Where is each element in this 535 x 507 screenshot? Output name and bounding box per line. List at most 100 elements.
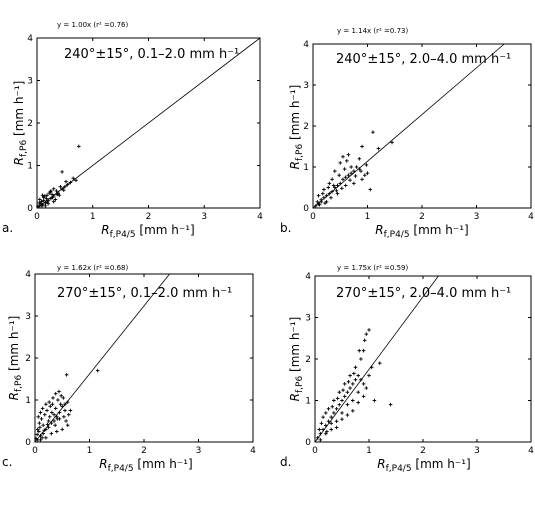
panel-label: a. [2, 221, 13, 235]
data-point [318, 431, 323, 436]
data-point [325, 429, 329, 434]
annotation: 270°±15°, 2.0–4.0 mm h⁻¹ [336, 286, 511, 301]
data-point [61, 188, 66, 192]
data-point [337, 402, 342, 407]
data-point [340, 398, 344, 403]
data-point [390, 140, 394, 145]
y-tick-label: 4 [305, 272, 311, 282]
fit-line [34, 273, 170, 443]
data-point [64, 373, 69, 377]
data-point [58, 402, 63, 406]
x-tick-label: 0 [312, 446, 318, 456]
data-point [52, 412, 56, 417]
data-point [340, 186, 344, 191]
data-point [36, 415, 41, 419]
data-point [361, 394, 366, 399]
y-tick-label: 2 [305, 355, 311, 365]
data-point [345, 390, 350, 394]
fit-equation: y = 1.00x (r² =0.76) [57, 21, 129, 29]
data-point [39, 417, 44, 421]
data-point [356, 390, 360, 394]
data-point [54, 189, 59, 193]
data-point [361, 382, 366, 386]
data-point [367, 373, 371, 378]
data-point [357, 167, 362, 171]
y-tick-label: 3 [303, 81, 309, 91]
data-point [55, 415, 59, 419]
x-tick-label: 3 [196, 446, 202, 456]
data-point [360, 144, 364, 149]
data-point [51, 199, 56, 204]
y-tick-label: 1 [305, 397, 311, 407]
panel-d: y = 1.75x (r² =0.59) 270°±15°, 2.0–4.0 m… [280, 264, 534, 474]
data-point [330, 177, 334, 182]
data-point [55, 417, 60, 421]
data-point [44, 196, 49, 201]
data-point [332, 398, 336, 403]
data-point [334, 419, 339, 424]
data-point [357, 348, 362, 353]
data-point [351, 409, 355, 413]
data-point [49, 431, 54, 436]
data-point [343, 175, 348, 180]
data-point [340, 417, 344, 421]
data-point [40, 204, 44, 208]
x-tick-label: 4 [250, 446, 256, 456]
x-tick-label: 3 [474, 212, 480, 222]
y-tick-label: 0 [305, 438, 311, 448]
data-point [323, 201, 327, 205]
y-axis-label: Rf,P6 [mm h⁻¹] [7, 316, 24, 401]
data-point [46, 425, 51, 430]
data-point [59, 394, 63, 398]
data-point [388, 402, 393, 407]
data-point [68, 408, 73, 413]
data-point [318, 438, 323, 442]
data-point [58, 184, 63, 189]
data-point [37, 197, 42, 202]
data-point [334, 425, 339, 430]
data-point [61, 396, 66, 400]
x-tick-label: 0 [32, 446, 38, 456]
fit-line [312, 43, 505, 209]
panel-label: d. [280, 455, 291, 469]
data-point [45, 193, 49, 198]
data-point [364, 163, 369, 167]
fit-equation: y = 1.14x (r² =0.73) [337, 27, 409, 35]
data-point [315, 200, 320, 204]
data-point [51, 396, 55, 400]
data-point [77, 144, 81, 149]
data-point [346, 173, 351, 177]
data-point [341, 177, 345, 182]
data-point [45, 422, 50, 427]
data-point [95, 368, 100, 373]
data-point [372, 398, 377, 403]
data-point [49, 421, 54, 425]
data-point [42, 428, 47, 433]
data-point [50, 410, 54, 415]
data-point [313, 204, 318, 208]
data-point [346, 380, 351, 384]
data-point [53, 391, 58, 396]
data-point [333, 185, 337, 190]
data-point [40, 436, 44, 440]
data-point [342, 382, 347, 386]
data-point [352, 181, 356, 186]
data-point [316, 193, 321, 198]
data-point [344, 159, 349, 163]
data-point [315, 436, 320, 440]
data-point [51, 187, 56, 191]
data-point [47, 400, 51, 404]
panel-a: y = 1.00x (r² =0.76) 240°±15°, 0.1–2.0 m… [2, 21, 263, 240]
x-tick-label: 0 [310, 212, 316, 222]
x-tick-label: 2 [141, 446, 147, 456]
annotation: 240°±15°, 0.1–2.0 mm h⁻¹ [64, 47, 239, 62]
data-point [378, 361, 382, 365]
data-point [326, 185, 331, 190]
data-point [38, 410, 43, 415]
data-point [46, 419, 51, 423]
fit-equation: y = 1.62x (r² =0.68) [57, 264, 129, 272]
data-point [322, 187, 326, 192]
data-point [335, 191, 340, 196]
data-points [34, 273, 170, 443]
fit-line [314, 275, 439, 443]
